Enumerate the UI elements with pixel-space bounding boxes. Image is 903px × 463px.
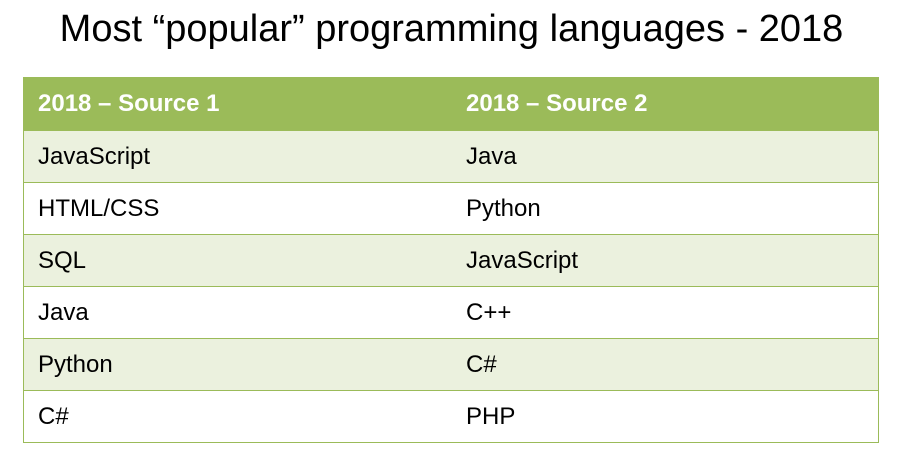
table-row: JavaScript Java	[24, 130, 878, 182]
table-cell-source-2: PHP	[466, 402, 516, 430]
page-title: Most “popular” programming languages - 2…	[59, 8, 844, 50]
table-cell-source-1: HTML/CSS	[38, 194, 160, 222]
header-cell-source-1: 2018 – Source 1	[38, 90, 220, 117]
table-cell-source-2: Python	[466, 194, 541, 222]
table-cell-source-2: C++	[466, 298, 512, 326]
table-cell-source-2: JavaScript	[466, 246, 579, 274]
languages-table: 2018 – Source 1 2018 – Source 2 JavaScri…	[23, 77, 879, 443]
table-cell-source-1: Java	[38, 298, 89, 326]
table-row: HTML/CSS Python	[24, 182, 878, 234]
table-cell-source-2: C#	[466, 350, 497, 378]
table-row: SQL JavaScript	[24, 234, 878, 286]
table-cell-source-1: Python	[38, 350, 113, 378]
table-row: Java C++	[24, 286, 878, 338]
table-header-row: 2018 – Source 1 2018 – Source 2	[24, 78, 878, 130]
table-cell-source-1: JavaScript	[38, 142, 151, 170]
header-cell-source-2: 2018 – Source 2	[466, 90, 648, 117]
table-row: Python C#	[24, 338, 878, 390]
table-row: C# PHP	[24, 390, 878, 442]
table-cell-source-1: SQL	[38, 246, 87, 274]
table-cell-source-1: C#	[38, 402, 69, 430]
table-cell-source-2: Java	[466, 142, 517, 170]
